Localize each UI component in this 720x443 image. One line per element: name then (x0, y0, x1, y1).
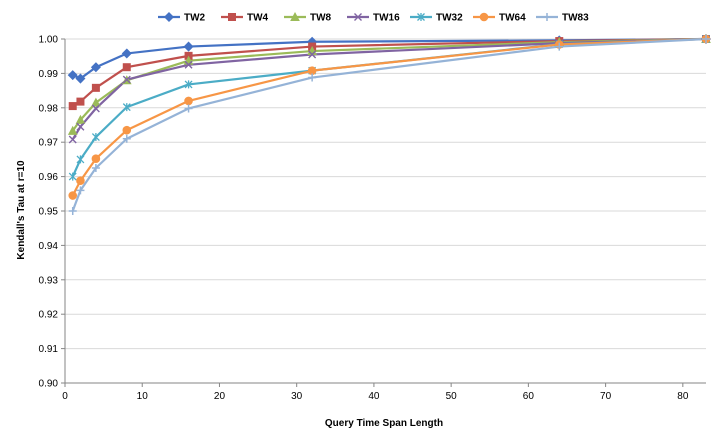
data-point-tw2 (67, 70, 78, 81)
data-point-tw64 (184, 96, 193, 106)
legend-marker-tw64 (479, 12, 489, 22)
legend-marker-tw83 (543, 13, 551, 21)
series-line-tw8 (71, 37, 707, 132)
series-markers (67, 33, 712, 215)
y-tick-label: 0.99 (39, 69, 59, 80)
data-point-tw8 (91, 97, 101, 107)
x-tick-label: 30 (291, 391, 303, 402)
data-point-tw32 (91, 133, 100, 142)
data-point-tw64 (76, 176, 85, 186)
x-tick-label: 60 (523, 391, 535, 402)
gridlines (65, 38, 706, 384)
legend-item-tw83: TW83 (536, 13, 589, 24)
legend-marker-tw16 (354, 13, 362, 21)
data-point-tw16 (76, 122, 85, 131)
data-point-tw16 (184, 60, 193, 69)
legend-label-tw64: TW64 (499, 13, 526, 24)
legend-item-tw16: TW16 (347, 13, 400, 24)
legend-item-tw8: TW8 (284, 11, 332, 24)
x-tick-label: 10 (137, 391, 149, 402)
axes: 0.90 0.91 0.92 0.93 0.94 0.95 0.96 0.97 0.98 0.99… (39, 35, 706, 402)
data-point-tw83 (184, 104, 193, 113)
y-tick-label: 0.93 (39, 275, 59, 286)
data-point-tw2 (183, 41, 194, 52)
data-point-tw16 (68, 135, 77, 144)
legend-marker-tw8 (290, 11, 300, 21)
y-tick-label: 0.94 (39, 241, 59, 252)
y-tick-label: 0.98 (39, 103, 59, 114)
data-point-tw16 (91, 104, 100, 113)
y-tick-label: 0.95 (39, 207, 59, 218)
data-point-tw83 (68, 207, 77, 215)
legend-label-tw32: TW32 (436, 13, 463, 24)
data-point-tw4 (68, 102, 77, 111)
data-point-tw2 (90, 62, 101, 73)
legend-item-tw2: TW2 (158, 11, 206, 24)
data-point-tw83 (555, 42, 564, 51)
data-point-tw32 (122, 103, 131, 112)
x-tick-label: 40 (368, 391, 380, 402)
data-point-tw64 (307, 66, 317, 75)
x-tick-label: 20 (214, 391, 226, 402)
x-tick-label: 80 (677, 391, 689, 402)
data-point-tw16 (308, 50, 317, 59)
series-line-tw83 (71, 37, 707, 212)
y-axis-title: Kendall's Tau at r=10 (16, 160, 27, 260)
data-point-tw16 (122, 75, 131, 84)
data-point-tw83 (308, 73, 317, 82)
series-line-tw64 (71, 37, 707, 197)
data-point-tw8 (75, 114, 86, 124)
data-point-tw32 (76, 155, 85, 164)
y-tick-label: 1.00 (39, 35, 59, 46)
y-tick-label: 0.97 (39, 138, 59, 149)
legend-label-tw4: TW4 (247, 13, 269, 24)
data-point-tw4 (122, 63, 131, 72)
legend-marker-tw2 (163, 11, 175, 23)
data-point-tw4 (76, 97, 85, 106)
data-point-tw32 (184, 80, 193, 89)
x-tick-label: 50 (446, 391, 458, 402)
data-point-tw83 (76, 186, 85, 195)
data-point-tw4 (91, 83, 100, 92)
data-point-tw2 (121, 48, 132, 59)
y-tick-label: 0.96 (39, 172, 59, 183)
y-tick-label: 0.90 (39, 379, 59, 390)
data-point-tw64 (68, 191, 78, 200)
x-tick-label: 0 (62, 391, 68, 402)
data-point-tw64 (91, 154, 101, 164)
legend-item-tw64: TW64 (473, 13, 526, 24)
legend-marker-tw32 (417, 13, 425, 21)
legend-label-tw83: TW83 (562, 13, 589, 24)
data-point-tw83 (91, 164, 100, 172)
legend-label-tw16: TW16 (373, 13, 400, 24)
y-tick-label: 0.92 (39, 310, 59, 321)
legend: TW2 TW4 TW8 TW16 TW32 TW64 TW83 (158, 11, 589, 24)
series-line-tw16 (71, 37, 707, 141)
legend-label-tw2: TW2 (184, 13, 206, 24)
data-point-tw8 (67, 125, 78, 135)
x-axis-title: Query Time Span Length (325, 418, 443, 429)
data-point-tw2 (75, 73, 86, 84)
y-tick-label: 0.91 (39, 344, 59, 355)
legend-item-tw32: TW32 (410, 13, 463, 24)
data-point-tw83 (702, 35, 710, 43)
legend-label-tw8: TW8 (310, 13, 332, 24)
series-lines (71, 37, 707, 212)
data-point-tw64 (122, 125, 132, 135)
data-point-tw32 (68, 172, 77, 181)
x-tick-label: 70 (600, 391, 612, 402)
legend-item-tw4: TW4 (221, 13, 269, 24)
legend-marker-tw4 (228, 13, 236, 21)
data-point-tw83 (122, 134, 131, 143)
